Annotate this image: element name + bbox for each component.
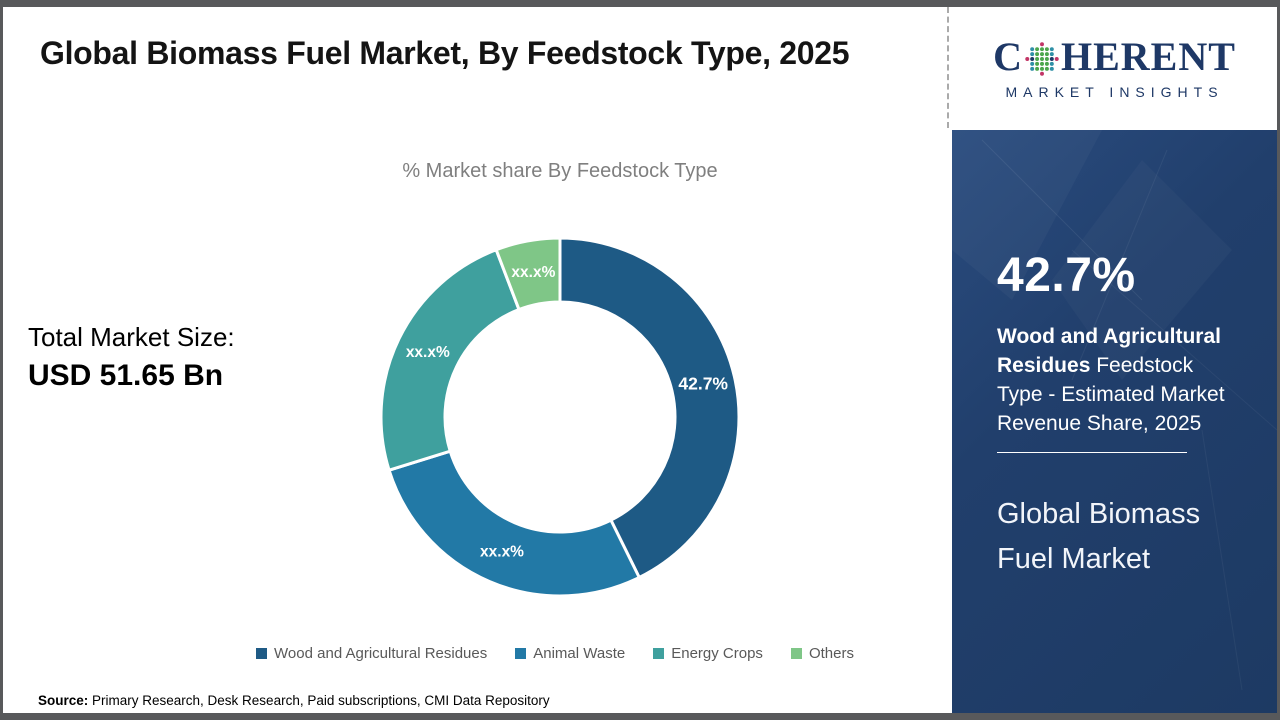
highlight-panel: 42.7% Wood and Agricultural Residues Fee… — [952, 130, 1277, 714]
legend-item-label: Others — [808, 645, 854, 662]
chart-title: % Market share By Feedstock Type — [402, 160, 718, 182]
highlight-stat-description: Wood and Agricultural Residues Feedstock… — [997, 322, 1239, 438]
donut-segment-2 — [379, 248, 521, 472]
donut-segment-label-3: xx.x% — [511, 264, 555, 281]
donut-segment-3 — [494, 236, 562, 312]
donut-segment-label-1: xx.x% — [480, 544, 524, 561]
dashed-divider — [947, 7, 949, 128]
source-text: Primary Research, Desk Research, Paid su… — [88, 693, 550, 708]
donut-segment-label-2: xx.x% — [406, 344, 450, 361]
legend-item-label: Energy Crops — [671, 645, 763, 662]
frame-border-bottom — [0, 713, 1280, 720]
legend-swatch-icon — [653, 648, 665, 659]
source-line: Source: Primary Research, Desk Research,… — [38, 693, 550, 708]
panel-market-name: Global Biomass Fuel Market — [997, 498, 1201, 575]
brand-letter-c: C — [993, 34, 1023, 79]
frame-border-right — [1277, 0, 1280, 720]
brand-letters-rest: HERENT — [1060, 34, 1236, 79]
legend-item-label: Wood and Agricultural Residues — [274, 645, 488, 662]
brand-wordmark: C HERENT — [993, 37, 1236, 77]
highlight-stat-rest: Feedstock Type - Estimated Market Revenu… — [997, 354, 1225, 435]
legend-item-0: Wood and Agricultural Residues — [256, 645, 487, 662]
legend-swatch-icon — [256, 648, 268, 659]
donut-segment-1 — [387, 449, 641, 598]
legend-item-label: Animal Waste — [533, 645, 626, 662]
total-market-label: Total Market Size: — [28, 322, 235, 352]
legend-item-2: Energy Crops — [653, 645, 763, 662]
frame-border-top — [0, 0, 1280, 7]
legend-swatch-icon — [790, 648, 802, 659]
total-market-block: Total Market Size: USD 51.65 Bn — [28, 322, 235, 393]
highlight-stat-segment-name: Wood and Agricultural Residues — [997, 325, 1221, 377]
legend-item-3: Others — [790, 645, 854, 662]
frame-border-left — [0, 0, 3, 720]
legend-swatch-icon — [515, 648, 527, 659]
stat-underline — [997, 452, 1187, 453]
map-texture-decoration — [981, 139, 1277, 691]
donut-segment-label-0: 42.7% — [678, 374, 728, 394]
highlight-stat-value: 42.7% — [997, 249, 1136, 302]
page-title: Global Biomass Fuel Market, By Feedstock… — [40, 35, 850, 71]
legend-item-1: Animal Waste — [515, 645, 625, 662]
brand-logo: C HERENT MARKET INSIGHTS — [952, 7, 1277, 130]
total-market-value: USD 51.65 Bn — [28, 359, 224, 392]
donut-chart-svg: 42.7% xx.x% xx.x% xx.x% — [379, 236, 741, 598]
donut-segment-0 — [558, 236, 741, 579]
source-label: Source: — [38, 693, 89, 708]
chart-legend: Wood and Agricultural Residues Animal Was… — [160, 645, 950, 662]
donut-chart: 42.7% xx.x% xx.x% xx.x% — [377, 234, 743, 600]
brand-tagline: MARKET INSIGHTS — [1005, 84, 1224, 100]
dotted-globe-icon — [1025, 42, 1059, 76]
